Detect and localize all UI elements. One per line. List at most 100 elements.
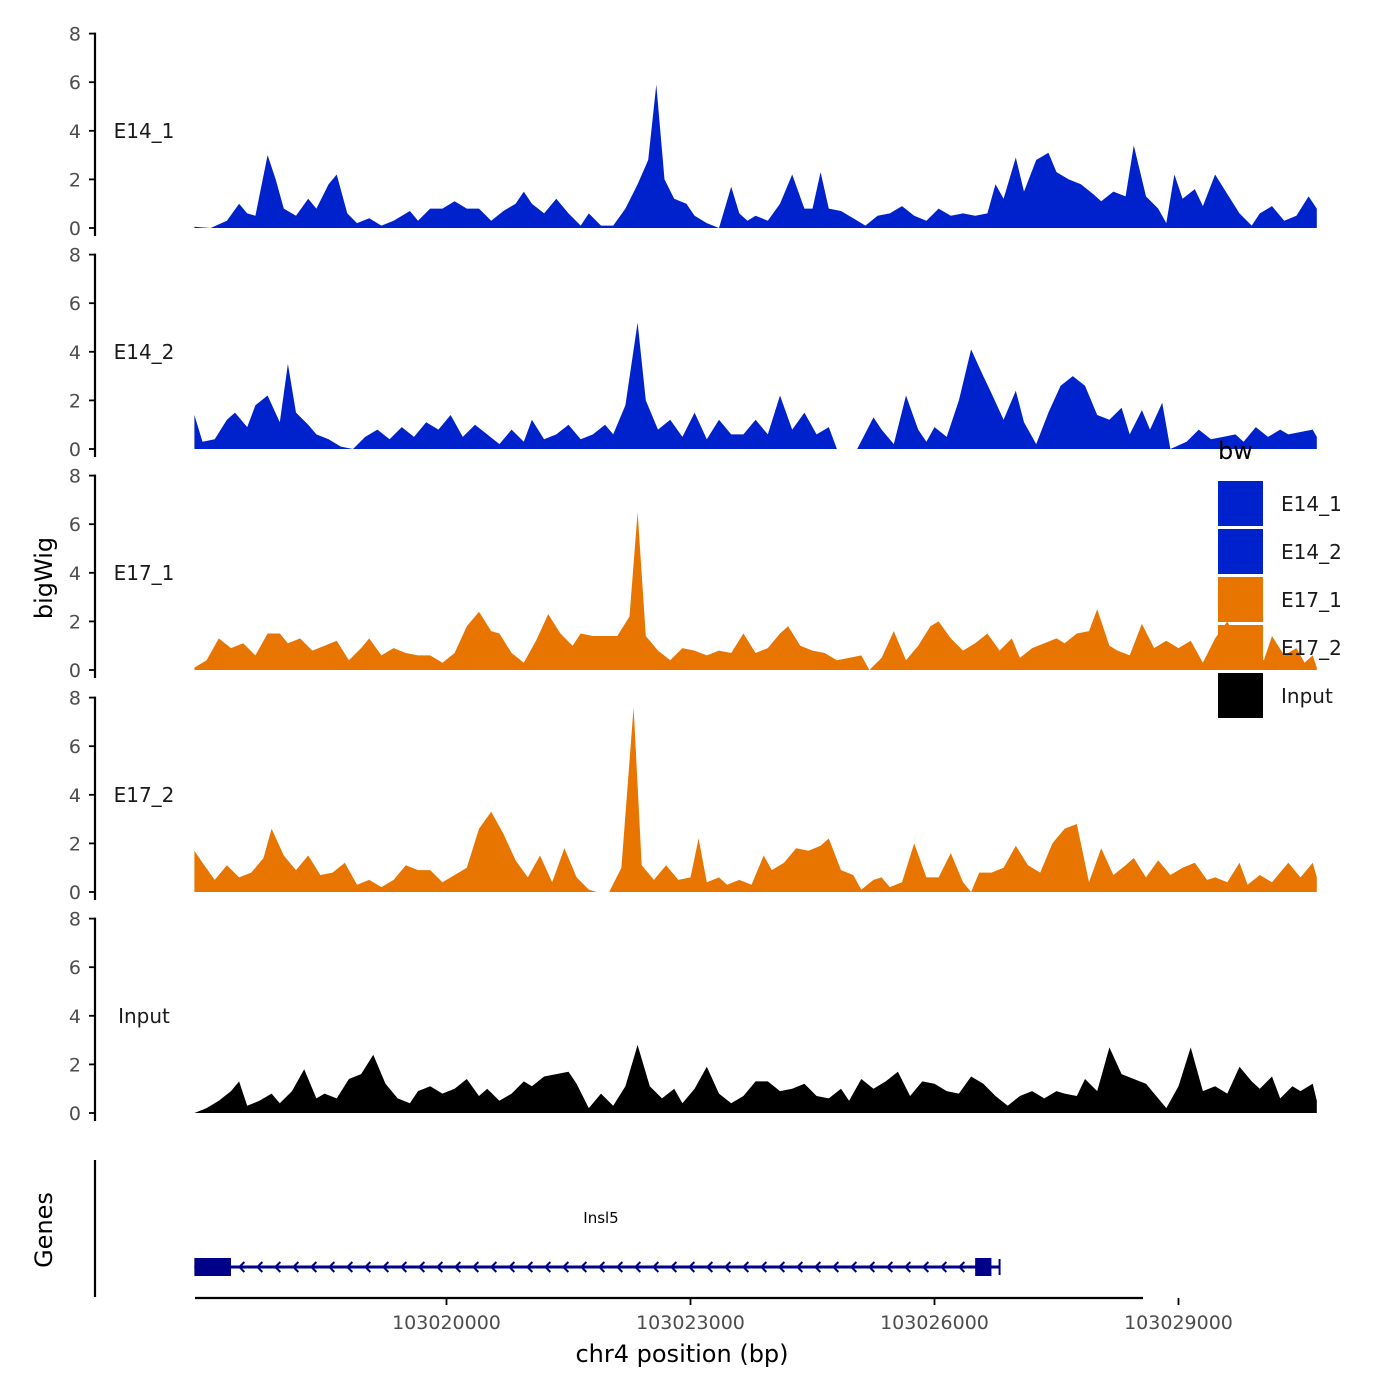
y-tick-label: 6	[69, 72, 81, 94]
x-tick-label: 103020000	[392, 1312, 501, 1334]
y-tick-label: 6	[69, 736, 81, 758]
track-E14_1: 0 2 4 6 8 E14_1	[69, 24, 1317, 240]
strand-arrow	[309, 1261, 318, 1273]
strand-arrow	[525, 1261, 534, 1273]
x-axis-title: chr4 position (bp)	[575, 1340, 788, 1368]
y-tick-label: 6	[69, 514, 81, 536]
y-tick-label: 2	[69, 390, 81, 412]
strand-arrow	[345, 1261, 354, 1273]
strand-arrow	[777, 1261, 786, 1273]
strand-arrow	[669, 1261, 678, 1273]
y-tick-label: 6	[69, 957, 81, 979]
y-tick-label: 8	[69, 245, 81, 267]
strand-arrow	[579, 1261, 588, 1273]
y-tick-label: 8	[69, 688, 81, 710]
legend-swatch-E17_2	[1218, 625, 1263, 670]
y-tick-label: 0	[69, 660, 81, 682]
track-E17_2: 0 2 4 6 8 E17_2	[69, 688, 1317, 904]
area-Input	[194, 1045, 1317, 1113]
strand-arrow	[759, 1261, 768, 1273]
strand-arrow	[633, 1261, 642, 1273]
y-tick-label: 8	[69, 909, 81, 931]
strand-arrow	[687, 1261, 696, 1273]
strand-arrow	[723, 1261, 732, 1273]
strand-arrow	[741, 1261, 750, 1273]
track-E17_1: 0 2 4 6 8 E17_1	[69, 466, 1317, 682]
y-tick-label: 0	[69, 882, 81, 904]
strand-arrow	[507, 1261, 516, 1273]
strand-arrow	[399, 1261, 408, 1273]
x-tick-label: 103023000	[636, 1312, 745, 1334]
strand-arrow	[273, 1261, 282, 1273]
y-tick-label: 4	[69, 563, 81, 585]
area-E17_2	[194, 707, 1317, 892]
strand-arrow	[291, 1261, 300, 1273]
track-label-E17_2: E17_2	[114, 783, 175, 807]
strand-arrow	[453, 1261, 462, 1273]
strand-arrow	[867, 1261, 876, 1273]
gene-label: Insl5	[583, 1209, 618, 1227]
area-E14_1	[194, 84, 1317, 228]
track-E14_2: 0 2 4 6 8 E14_2	[69, 245, 1317, 461]
strand-arrow	[849, 1261, 858, 1273]
legend-swatch-E14_2	[1218, 529, 1263, 574]
strand-arrow	[939, 1261, 948, 1273]
strand-arrow	[885, 1261, 894, 1273]
strand-arrow	[471, 1261, 480, 1273]
legend-swatch-E17_1	[1218, 577, 1263, 622]
legend-label-Input: Input	[1281, 684, 1333, 708]
x-tick-label: 103029000	[1124, 1312, 1233, 1334]
x-tick-label: 103026000	[880, 1312, 989, 1334]
strand-arrow	[651, 1261, 660, 1273]
y-tick-label: 2	[69, 611, 81, 633]
strand-arrow	[831, 1261, 840, 1273]
strand-arrow	[255, 1261, 264, 1273]
track-Input: 0 2 4 6 8 Input	[69, 909, 1317, 1125]
strand-arrow	[381, 1261, 390, 1273]
x-axis: 103020000 103023000 103026000 103029000	[195, 1296, 1233, 1334]
strand-arrow	[417, 1261, 426, 1273]
strand-arrow	[957, 1261, 966, 1273]
y-tick-label: 8	[69, 24, 81, 46]
strand-arrow	[435, 1261, 444, 1273]
strand-arrow	[327, 1261, 336, 1273]
track-label-E14_1: E14_1	[114, 119, 175, 143]
y-tick-label: 4	[69, 785, 81, 807]
legend-label-E17_2: E17_2	[1281, 636, 1342, 660]
strand-arrow	[489, 1261, 498, 1273]
strand-arrow	[705, 1261, 714, 1273]
strand-arrow	[615, 1261, 624, 1273]
y-tick-label: 0	[69, 218, 81, 240]
gene-track: Insl5	[93, 1160, 1001, 1297]
y-tick-label: 2	[69, 833, 81, 855]
y-tick-label: 0	[69, 439, 81, 461]
strand-arrow	[237, 1261, 246, 1273]
y-tick-label: 6	[69, 293, 81, 315]
legend-label-E14_1: E14_1	[1281, 492, 1342, 516]
track-label-E17_1: E17_1	[114, 561, 175, 585]
legend-label-E17_1: E17_1	[1281, 588, 1342, 612]
strand-arrow	[795, 1261, 804, 1273]
y-tick-label: 4	[69, 1006, 81, 1028]
signal-tracks: 0 2 4 6 8 E14_1 0 2 4 6 8 E14_2 0 2 4 6 8 E17_1 0 2 4 6 8 E17_2…	[69, 24, 1317, 1125]
y-tick-label: 2	[69, 169, 81, 191]
track-label-Input: Input	[118, 1004, 170, 1028]
y-tick-label: 2	[69, 1054, 81, 1076]
strand-arrow	[597, 1261, 606, 1273]
gene-Insl5: Insl5	[194, 1209, 1001, 1276]
legend: bw E14_1 E14_2 E17_1 E17_2 Input	[1218, 437, 1342, 718]
exon	[194, 1258, 231, 1276]
strand-arrow	[543, 1261, 552, 1273]
strand-arrow	[903, 1261, 912, 1273]
y-tick-label: 4	[69, 342, 81, 364]
gene-track-title: Genes	[30, 1192, 58, 1268]
y-axis-title: bigWig	[30, 537, 58, 619]
y-tick-label: 0	[69, 1103, 81, 1125]
area-E14_2	[194, 322, 1317, 449]
y-tick-label: 8	[69, 466, 81, 488]
strand-arrow	[921, 1261, 930, 1273]
strand-arrow	[813, 1261, 822, 1273]
legend-label-E14_2: E14_2	[1281, 540, 1342, 564]
strand-arrow	[561, 1261, 570, 1273]
